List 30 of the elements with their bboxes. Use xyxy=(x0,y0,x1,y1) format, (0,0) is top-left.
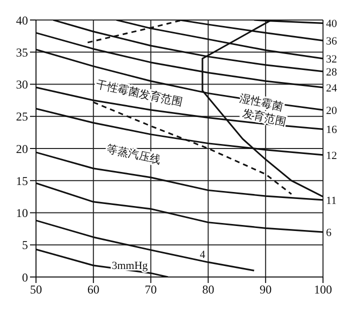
series-label: 32 xyxy=(326,54,337,66)
series-label: 3mmHg xyxy=(112,260,148,272)
series-label: 12 xyxy=(326,150,337,162)
y-tick-label: 5 xyxy=(22,238,28,252)
y-tick-label: 0 xyxy=(22,270,28,284)
y-tick-label: 10 xyxy=(16,206,28,220)
x-tick-label: 70 xyxy=(144,282,157,297)
y-tick-label: 40 xyxy=(16,13,28,28)
x-tick-label: 100 xyxy=(314,282,332,297)
series-label: 6 xyxy=(326,227,332,240)
annotation: 湿性霉菌发育范围 xyxy=(238,92,288,129)
annotation: 等蒸汽压线 xyxy=(105,142,162,167)
y-tick-label: 25 xyxy=(16,110,28,124)
y-tick-label: 15 xyxy=(16,174,28,188)
series-label: 24 xyxy=(326,82,338,94)
x-tick-label: 80 xyxy=(202,282,214,297)
y-tick-label: 30 xyxy=(16,78,28,92)
y-tick-label: 20 xyxy=(16,142,28,156)
series-label: 20 xyxy=(326,104,338,117)
x-tick-label: 90 xyxy=(260,282,272,297)
x-tick-label: 50 xyxy=(30,282,42,297)
series-label: 16 xyxy=(326,124,338,136)
annotation: 干性霉菌发育范围 xyxy=(95,78,184,109)
x-tick-label: 60 xyxy=(87,282,100,297)
y-tick-label: 35 xyxy=(16,45,28,60)
series-label: 28 xyxy=(326,66,338,78)
series-label: 36 xyxy=(326,36,338,48)
series-label: 40 xyxy=(326,18,338,30)
series-label: 4 xyxy=(200,249,206,262)
series-label: 11 xyxy=(326,194,337,207)
